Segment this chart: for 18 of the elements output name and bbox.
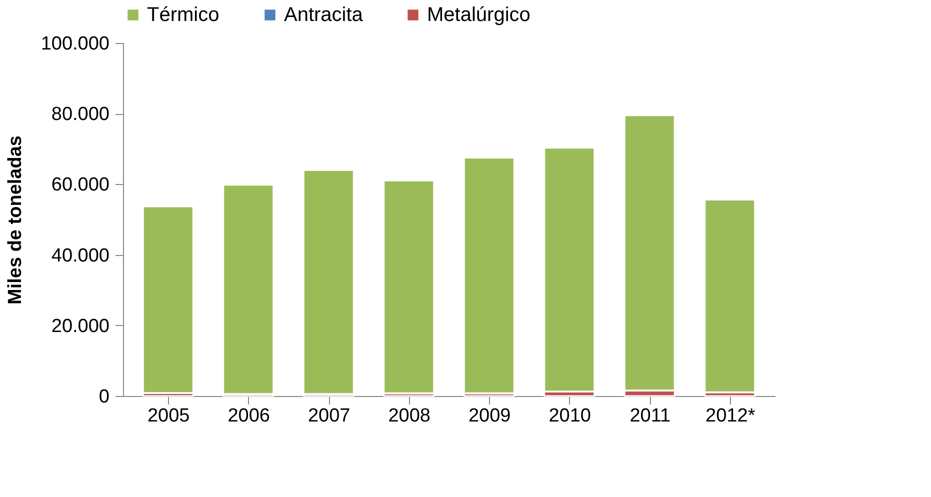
x-tick-label: 2012* (706, 406, 756, 426)
y-axis-title: Miles de toneladas (4, 136, 26, 304)
y-tick-label: 20.000 (51, 316, 110, 337)
y-tick-label: 80.000 (51, 104, 110, 126)
y-tick-label: 60.000 (51, 174, 110, 196)
x-tick-label: 2007 (308, 406, 350, 426)
x-tick-label: 2010 (548, 406, 592, 426)
y-tick-label: 0 (98, 386, 110, 408)
y-tick-label: 100.000 (40, 34, 110, 54)
legend-label: Térmico (147, 4, 220, 26)
x-tick-label: 2009 (468, 406, 511, 426)
x-tick-label: 2011 (630, 406, 671, 426)
legend-label: Metalúrgico (427, 4, 530, 26)
x-tick-label: 2008 (388, 406, 431, 426)
x-tick-label: 2006 (228, 406, 270, 426)
x-tick-label: 2005 (147, 406, 190, 426)
legend-label: Antracita (284, 4, 364, 26)
y-tick-label: 40.000 (51, 245, 110, 266)
